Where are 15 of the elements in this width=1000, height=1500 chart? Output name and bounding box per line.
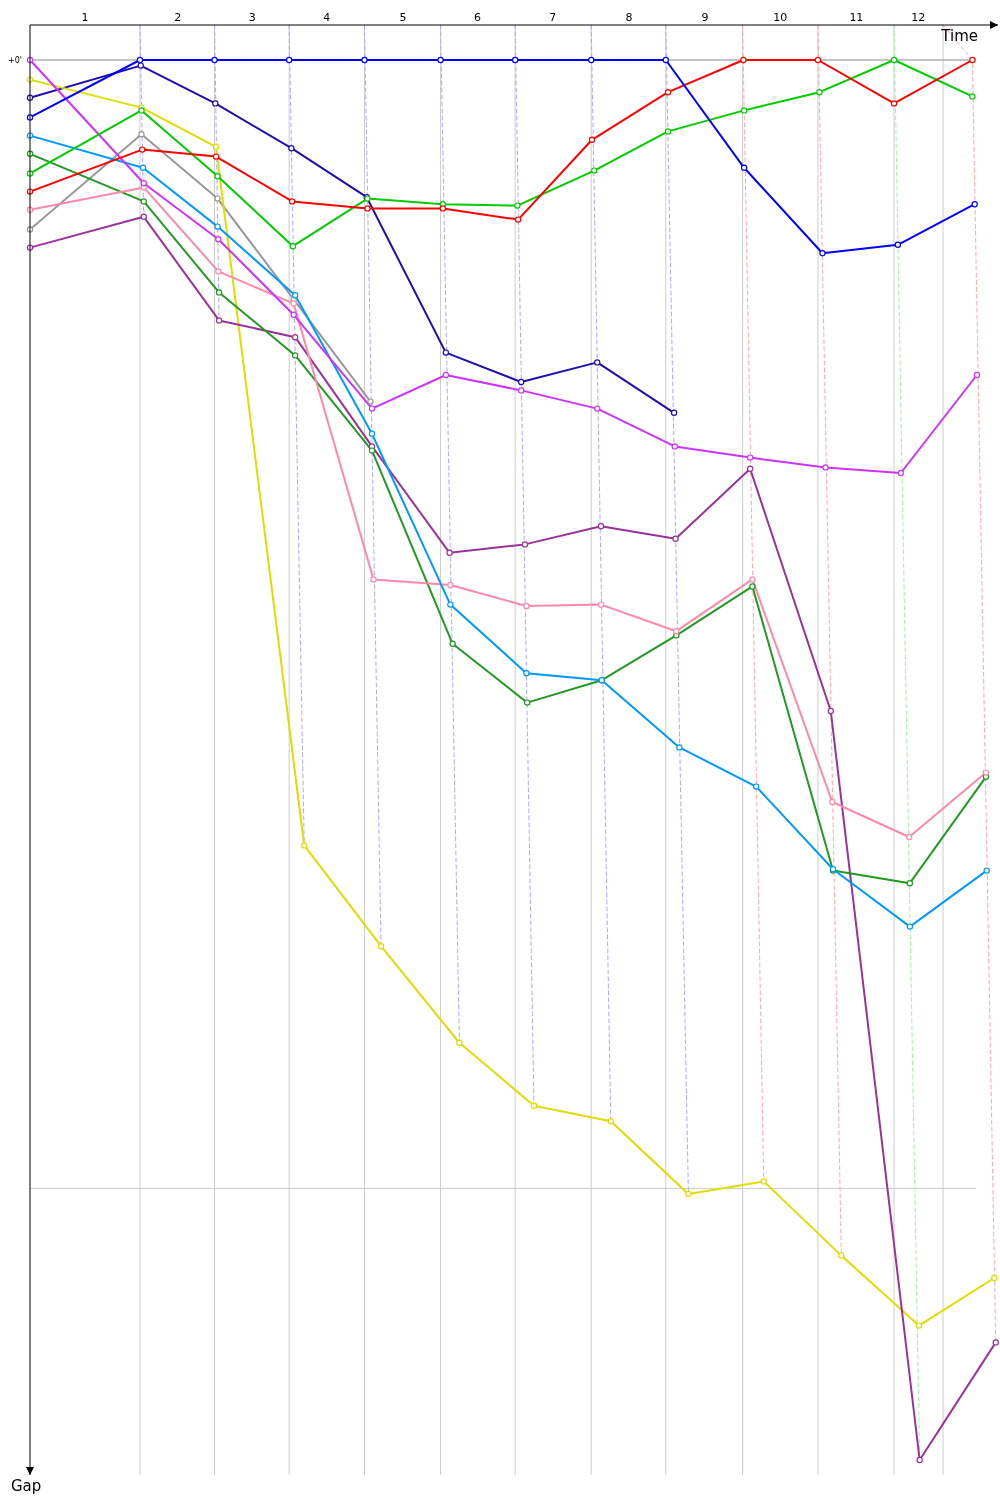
x-tick-label: 4 (323, 11, 331, 24)
x-tick-label: 8 (625, 11, 633, 24)
x-tick-label: 7 (549, 11, 557, 24)
x-tick-label: 10 (773, 11, 788, 24)
x-tick-label: 3 (248, 11, 256, 24)
ref-line-label: +0' (8, 56, 22, 65)
y-axis-title: Gap (11, 1477, 42, 1495)
x-axis-title: Time (940, 27, 978, 45)
x-tick-label: 5 (399, 11, 407, 24)
x-tick-label: 1 (81, 11, 89, 24)
x-tick-label: 9 (701, 11, 709, 24)
x-tick-label: 12 (911, 11, 926, 24)
x-tick-label: 11 (849, 11, 864, 24)
x-tick-label: 2 (174, 11, 182, 24)
x-tick-label: 6 (473, 11, 481, 24)
